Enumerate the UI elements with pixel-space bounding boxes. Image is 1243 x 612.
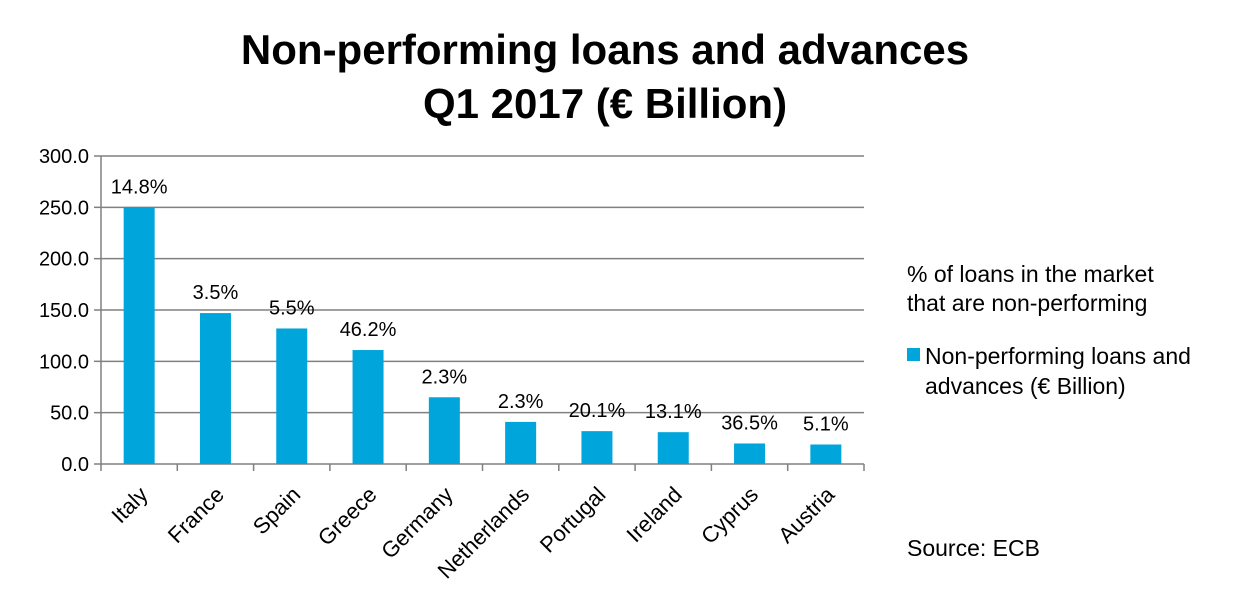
bar bbox=[199, 313, 231, 464]
legend-label-line-2: advances (€ Billion) bbox=[925, 373, 1126, 399]
y-tick-labels: 0.0 50.0 100.0 150.0 200.0 250.0 300.0 bbox=[39, 146, 89, 476]
bar bbox=[352, 350, 384, 464]
data-labels: 14.8% 3.5% 5.5% 46.2% 2.3% 2.3% 20.1% 13.1% 36.5… bbox=[111, 176, 849, 435]
x-tick-label: Cyprus bbox=[696, 482, 763, 549]
data-label: 36.5% bbox=[721, 412, 778, 434]
x-tick-label: Greece bbox=[313, 482, 382, 551]
annotation-line-2: that are non-performing bbox=[907, 290, 1147, 316]
category-labels: Italy France Spain GreeceGermanyNetherlands… bbox=[106, 481, 839, 583]
data-label: 13.1% bbox=[645, 401, 702, 423]
y-tick-label: 250.0 bbox=[39, 197, 89, 219]
x-tick-label: Spain bbox=[248, 482, 305, 539]
x-tick-label: Germany bbox=[376, 482, 458, 564]
y-tick-label: 100.0 bbox=[39, 351, 89, 373]
legend-label-line-1: Non-performing loans and bbox=[925, 343, 1191, 369]
bar bbox=[734, 443, 766, 464]
bars bbox=[123, 207, 842, 465]
bar bbox=[657, 432, 689, 464]
annotation-line-1: % of loans in the market bbox=[907, 261, 1154, 287]
data-label: 2.3% bbox=[498, 391, 544, 413]
data-label: 20.1% bbox=[569, 400, 626, 422]
data-label: 2.3% bbox=[422, 366, 468, 388]
bar bbox=[276, 328, 308, 464]
chart-subtitle: Q1 2017 (€ Billion) bbox=[423, 80, 787, 127]
y-tick-label: 150.0 bbox=[39, 300, 89, 322]
bar bbox=[123, 207, 155, 465]
source-note: Source: ECB bbox=[907, 535, 1040, 561]
y-tick-label: 200.0 bbox=[39, 249, 89, 271]
bar bbox=[810, 444, 842, 464]
chart-title: Non-performing loans and advances bbox=[241, 26, 969, 73]
data-label: 3.5% bbox=[193, 282, 239, 304]
x-tick-label: Italy bbox=[106, 482, 152, 528]
bar bbox=[428, 397, 460, 464]
x-tick-label: Austria bbox=[773, 481, 840, 548]
y-tick-label: 300.0 bbox=[39, 146, 89, 168]
data-label: 14.8% bbox=[111, 176, 168, 198]
x-tick-label: France bbox=[163, 482, 229, 548]
y-tick-label: 50.0 bbox=[50, 403, 89, 425]
y-tick-label: 0.0 bbox=[61, 454, 89, 476]
bar bbox=[505, 421, 537, 464]
data-label: 5.5% bbox=[269, 297, 315, 319]
data-label: 5.1% bbox=[803, 413, 849, 435]
data-label: 46.2% bbox=[340, 319, 397, 341]
bar bbox=[581, 431, 613, 464]
x-tick-label: Ireland bbox=[622, 482, 687, 547]
legend-swatch bbox=[907, 348, 920, 361]
x-tick-label: Portugal bbox=[535, 482, 611, 558]
